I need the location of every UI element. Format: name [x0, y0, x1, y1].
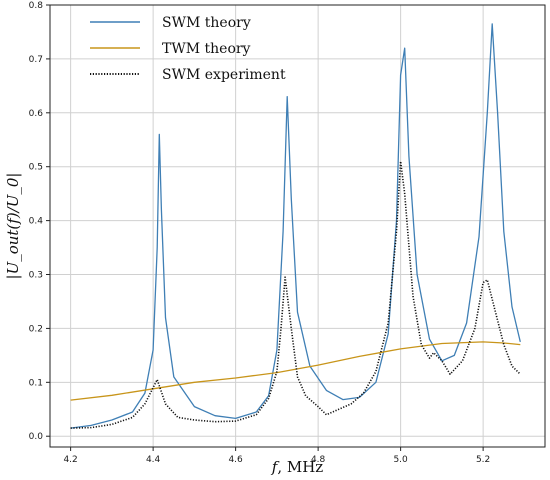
- y-tick-label: 0.3: [29, 271, 43, 281]
- legend-label-swm-experiment: SWM experiment: [162, 67, 286, 83]
- y-axis-title: |U_out(f)/U_0|: [4, 173, 22, 280]
- series-swm-experiment-line: [70, 160, 521, 429]
- y-tick-label: 0.7: [29, 55, 43, 65]
- y-tick-label: 0.0: [29, 432, 44, 442]
- x-axis-title-unit: , MHz: [277, 458, 323, 476]
- series-layer: [70, 23, 521, 429]
- x-axis-title-symbol: f: [271, 458, 280, 476]
- legend: SWM theory TWM theory SWM experiment: [90, 15, 286, 83]
- y-tick-label: 0.8: [29, 1, 44, 11]
- tick-layer: 4.2 4.4 4.6 4.8 5.0 5.2 0.0 0.1 0.2 0.3 0.4 0.5 0.6 0…: [29, 1, 491, 465]
- legend-label-twm-theory: TWM theory: [162, 41, 251, 57]
- y-tick-label: 0.4: [29, 217, 44, 227]
- legend-label-swm-theory: SWM theory: [162, 15, 251, 31]
- y-tick-label: 0.2: [29, 324, 43, 334]
- x-tick-label: 4.6: [228, 455, 243, 465]
- x-tick-label: 4.8: [311, 455, 326, 465]
- plot-frame: [49, 4, 546, 448]
- x-tick-label: 5.0: [393, 455, 408, 465]
- y-tick-label: 0.5: [29, 163, 43, 173]
- x-tick-label: 5.2: [476, 455, 490, 465]
- y-tick-label: 0.6: [29, 109, 44, 119]
- x-tick-label: 4.4: [146, 455, 161, 465]
- x-axis-title: f, MHz: [271, 458, 324, 476]
- x-tick-label: 4.2: [63, 455, 77, 465]
- y-tick-label: 0.1: [29, 378, 43, 388]
